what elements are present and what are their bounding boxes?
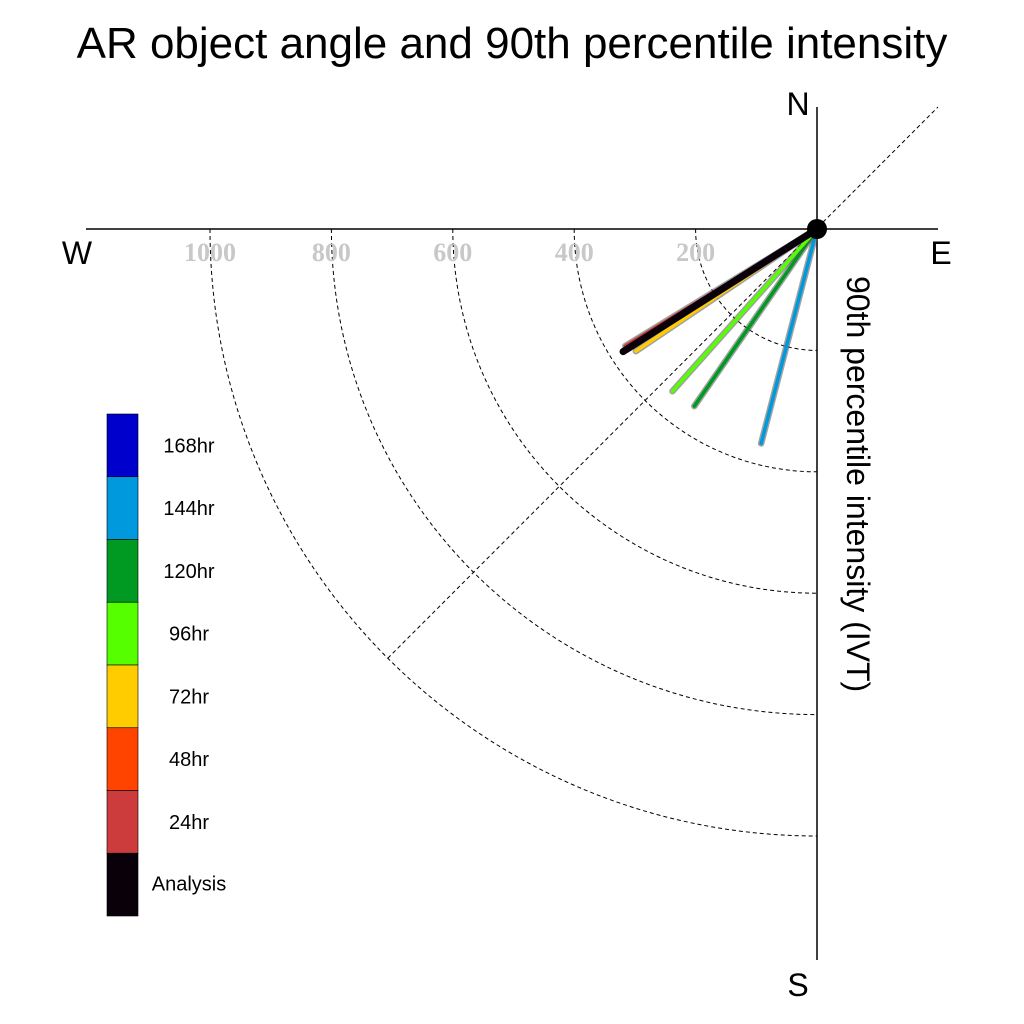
legend-swatch-48hr xyxy=(106,727,139,791)
legend-swatch-72hr xyxy=(106,664,139,729)
vector-144hr xyxy=(759,227,819,446)
legend-label: 120hr xyxy=(163,561,214,583)
radial-tick-label: 1000 xyxy=(184,238,236,267)
vector-series xyxy=(619,225,821,447)
legend-label: 144hr xyxy=(163,498,214,520)
legend-swatch-144hr xyxy=(106,476,139,540)
origin-marker xyxy=(807,219,827,239)
south-label: S xyxy=(787,967,808,1003)
vector-120hr xyxy=(692,227,819,408)
radial-grid xyxy=(209,106,939,837)
legend: 168hr 144hr 120hr 96hr 72hr 48hr 24hr Analysis xyxy=(106,413,226,917)
legend-swatch-120hr xyxy=(106,539,139,603)
grid-arc-200 xyxy=(695,228,818,351)
grid-arc-600 xyxy=(452,228,818,594)
legend-label: 48hr xyxy=(169,749,209,771)
legend-swatch-96hr xyxy=(106,601,139,666)
radial-tick-label: 400 xyxy=(555,238,594,267)
legend-label: 168hr xyxy=(163,435,214,457)
vector-96hr xyxy=(670,227,819,393)
radial-tick-labels: 200 400 600 800 1000 xyxy=(184,238,715,267)
radial-tick-label: 800 xyxy=(312,238,351,267)
chart-title: AR object angle and 90th percentile inte… xyxy=(77,19,948,68)
radial-tick-label: 200 xyxy=(676,238,715,267)
legend-swatch-168hr xyxy=(106,413,139,478)
legend-swatch-Analysis xyxy=(106,852,139,917)
legend-label: 24hr xyxy=(169,812,209,834)
diagonal-grid-line xyxy=(387,106,939,659)
legend-label: 96hr xyxy=(169,624,209,646)
vector-Analysis xyxy=(619,225,821,356)
legend-swatch-24hr xyxy=(106,790,139,854)
legend-label: 72hr xyxy=(169,686,209,708)
y-axis-label: 90th percentile intensity (IVT) xyxy=(840,276,876,692)
radial-tick-label: 600 xyxy=(433,238,472,267)
legend-label: Analysis xyxy=(152,874,226,896)
north-label: N xyxy=(786,86,809,122)
west-label: W xyxy=(62,235,93,271)
east-label: E xyxy=(930,235,951,271)
